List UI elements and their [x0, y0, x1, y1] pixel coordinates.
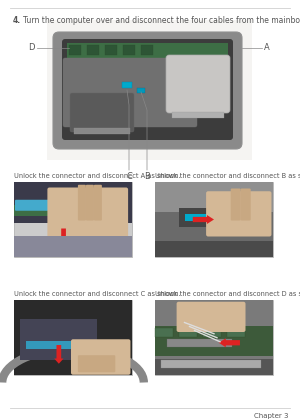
FancyBboxPatch shape: [166, 55, 230, 113]
Bar: [155, 300, 273, 375]
Bar: [26, 341, 85, 349]
Text: C: C: [126, 172, 132, 181]
Bar: [87, 45, 99, 55]
FancyBboxPatch shape: [15, 200, 58, 211]
Bar: [227, 328, 245, 337]
Bar: [14, 205, 73, 216]
Text: Unlock the connector and disconnect B as shown.: Unlock the connector and disconnect B as…: [155, 173, 300, 179]
FancyBboxPatch shape: [70, 93, 134, 132]
FancyArrow shape: [54, 345, 64, 364]
Bar: [14, 300, 132, 375]
Bar: [123, 45, 135, 55]
Bar: [203, 328, 221, 337]
FancyArrow shape: [59, 228, 68, 241]
Bar: [69, 45, 81, 55]
FancyBboxPatch shape: [177, 302, 245, 332]
FancyBboxPatch shape: [241, 189, 251, 221]
Bar: [184, 213, 220, 221]
FancyBboxPatch shape: [86, 185, 94, 221]
FancyBboxPatch shape: [71, 339, 130, 375]
Bar: [155, 359, 273, 375]
Bar: [178, 208, 226, 227]
Bar: [172, 112, 224, 118]
Text: Unlock the connector and disconnect D as shown.: Unlock the connector and disconnect D as…: [155, 291, 300, 297]
Bar: [137, 88, 145, 93]
Bar: [141, 45, 153, 55]
Bar: [14, 236, 132, 257]
Bar: [155, 300, 273, 375]
Bar: [14, 182, 132, 223]
Bar: [67, 43, 228, 59]
Text: D: D: [28, 44, 35, 52]
Text: Unlock the connector and disconnect A as shown.: Unlock the connector and disconnect A as…: [14, 173, 181, 179]
FancyBboxPatch shape: [78, 355, 115, 372]
Bar: [20, 319, 97, 360]
Bar: [74, 128, 130, 134]
Bar: [14, 182, 132, 257]
Bar: [155, 241, 273, 257]
FancyArrow shape: [219, 338, 240, 347]
Bar: [155, 182, 273, 257]
Bar: [155, 182, 273, 257]
Bar: [122, 82, 132, 88]
FancyBboxPatch shape: [78, 185, 86, 221]
FancyBboxPatch shape: [206, 191, 272, 236]
FancyBboxPatch shape: [47, 187, 128, 240]
Text: B: B: [144, 172, 150, 181]
Bar: [155, 182, 273, 212]
Text: A: A: [264, 44, 270, 52]
Bar: [14, 300, 132, 375]
Text: 4.: 4.: [13, 16, 21, 25]
FancyArrow shape: [193, 215, 214, 224]
FancyBboxPatch shape: [53, 32, 242, 149]
Bar: [155, 328, 173, 337]
FancyBboxPatch shape: [63, 58, 197, 127]
Bar: [179, 328, 197, 337]
Bar: [47, 20, 252, 160]
Text: Chapter 3: Chapter 3: [254, 413, 288, 419]
Text: Unlock the connector and disconnect C as shown.: Unlock the connector and disconnect C as…: [14, 291, 181, 297]
FancyBboxPatch shape: [94, 185, 102, 221]
Bar: [167, 339, 232, 346]
Text: Turn the computer over and disconnect the four cables from the mainboard.: Turn the computer over and disconnect th…: [23, 16, 300, 25]
Bar: [105, 45, 117, 55]
FancyBboxPatch shape: [231, 189, 241, 221]
Bar: [155, 326, 273, 356]
Bar: [161, 360, 261, 368]
FancyBboxPatch shape: [62, 39, 233, 140]
